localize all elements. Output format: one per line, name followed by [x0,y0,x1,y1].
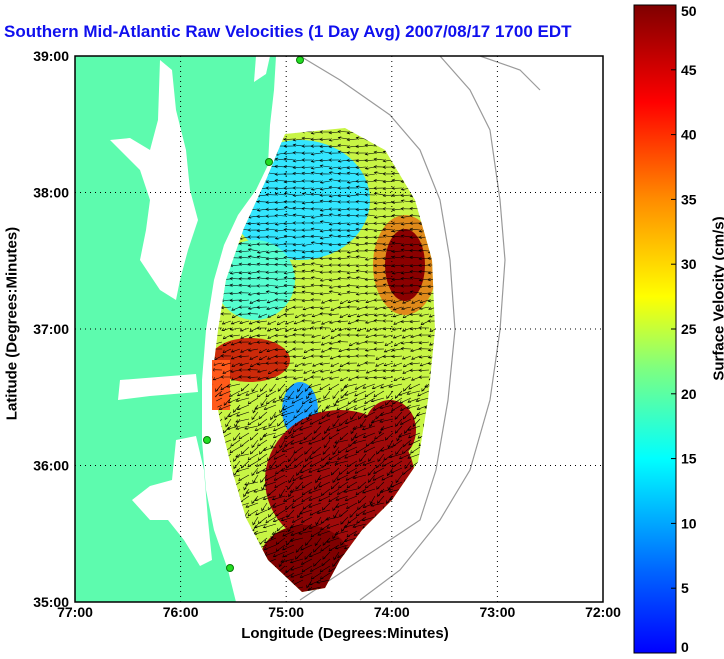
y-tick-label: 38:00 [33,185,69,201]
radar-station [203,436,211,444]
colorbar-tick-label: 20 [681,386,697,402]
x-tick-labels: 77:00 76:00 75:00 74:00 73:00 72:00 [57,604,621,620]
albemarle-sound [118,374,198,400]
x-axis-label: Longitude (Degrees:Minutes) [241,625,449,642]
colorbar-tick-label: 5 [681,580,689,596]
x-tick-label: 76:00 [163,604,199,620]
chesapeake-bay [110,60,198,300]
radar-station [265,158,273,166]
delaware-bay [254,56,270,82]
x-tick-label: 77:00 [57,604,93,620]
pamlico-sound [132,436,212,566]
grid-lines [75,56,603,602]
x-tick-label: 72:00 [585,604,621,620]
y-tick-labels: 39:00 38:00 37:00 36:00 35:00 [33,48,69,610]
radar-stations [203,56,304,572]
y-tick-label: 35:00 [33,594,69,610]
radar-station [226,564,234,572]
y-tick-label: 37:00 [33,321,69,337]
x-tick-label: 75:00 [268,604,304,620]
colorbar-tick-label: 25 [681,321,697,337]
colorbar-tick-label: 35 [681,191,697,207]
colorbar-tick-labels: 0 5 10 15 20 25 30 35 40 45 50 [671,3,697,655]
y-tick-label: 39:00 [33,48,69,64]
map-title: Southern Mid-Atlantic Raw Velocities (1 … [4,22,572,41]
colorbar-tick-label: 40 [681,127,697,143]
radar-station [296,56,304,64]
colorbar [633,4,677,654]
colorbar-tick-label: 15 [681,451,697,467]
colorbar-tick-label: 50 [681,3,697,19]
colorbar-tick-label: 0 [681,639,689,655]
bathymetry-contours [299,56,541,601]
colorbar-tick-label: 30 [681,256,697,272]
x-tick-label: 73:00 [479,604,515,620]
y-tick-label: 36:00 [33,458,69,474]
colorbar-tick-label: 45 [681,62,697,78]
x-tick-label: 74:00 [374,604,410,620]
plot-frame [74,55,604,603]
colorbar-label: Surface Velocity (cm/s) [710,216,724,381]
y-axis-label: Latitude (Degrees:Minutes) [3,226,21,421]
colorbar-tick-label: 10 [681,515,697,531]
